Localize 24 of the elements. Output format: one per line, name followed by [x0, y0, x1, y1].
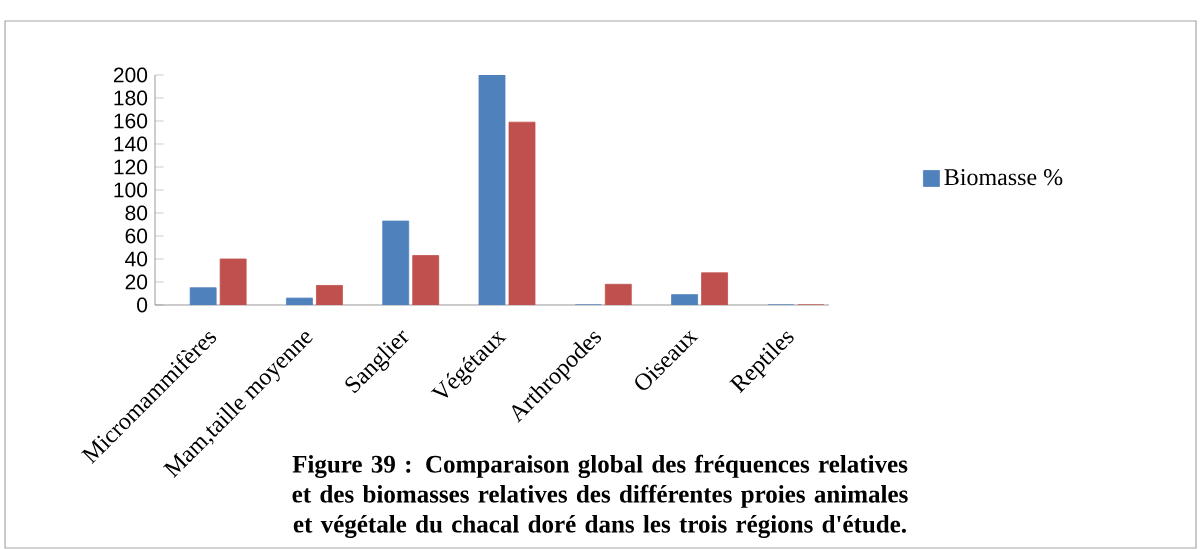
bar — [508, 121, 536, 305]
y-tick-label: 120 — [114, 159, 148, 175]
y-tick-label: 100 — [114, 182, 148, 198]
bar — [478, 74, 506, 305]
bar — [316, 285, 343, 305]
bar — [286, 297, 313, 305]
y-tick-label: 20 — [125, 274, 148, 290]
y-tick-label: 80 — [125, 205, 148, 221]
bar — [382, 220, 410, 305]
legend-label: Biomasse % — [944, 169, 1063, 186]
y-tick-label: 160 — [114, 113, 148, 129]
caption: Figure 39 : Comparaison global des fréquences relatives et des biomasses relatives des différentes proies animales et végétale du chacal doré dans les trois régions d'étude. — [292, 454, 908, 538]
bar — [671, 294, 698, 305]
y-tick-label: 200 — [113, 67, 148, 83]
bar — [604, 283, 632, 305]
y-tick-label: 180 — [114, 90, 148, 106]
bar — [701, 272, 728, 305]
y-tick-label: 0 — [137, 297, 148, 313]
bar — [219, 258, 247, 305]
bar — [189, 287, 217, 305]
y-tick-label: 60 — [125, 228, 148, 244]
y-tick-label: 140 — [114, 136, 148, 152]
y-tick-label: 40 — [125, 251, 148, 267]
bar — [412, 255, 440, 305]
